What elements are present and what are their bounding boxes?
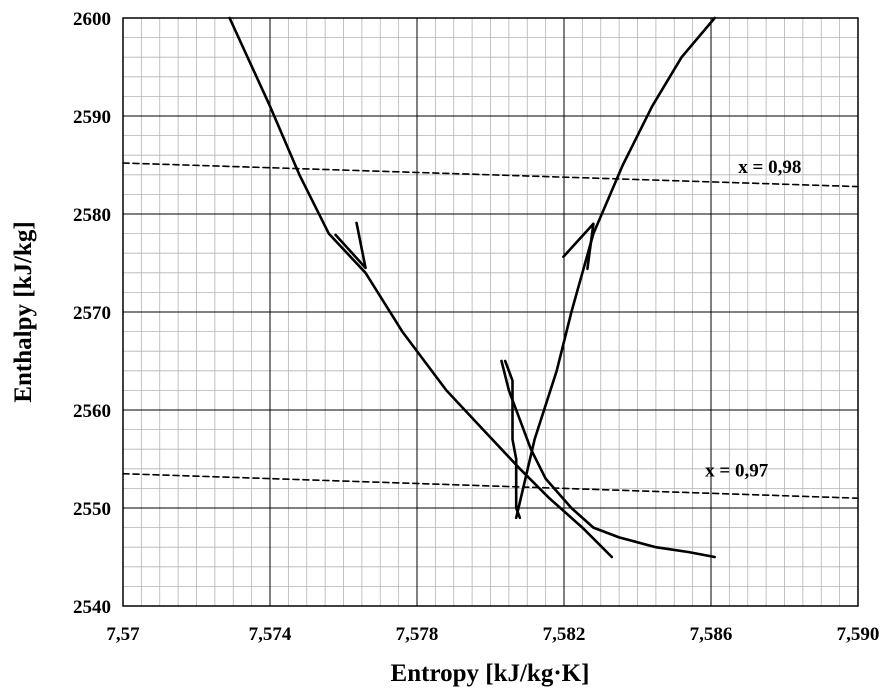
- y-axis-label: Enthalpy [kJ/kg]: [10, 221, 37, 402]
- y-tick-label: 2580: [73, 205, 111, 226]
- series-layer: [122, 16, 859, 559]
- x-tick-labels: 7,57 7,574 7,578 7,582 7,586 7,590: [106, 624, 879, 645]
- x-tick-label: 7,590: [837, 624, 880, 645]
- quality-line-5: [122, 472, 859, 500]
- process-curve-1: [500, 359, 717, 559]
- x-tick-label: 7,574: [249, 624, 292, 645]
- arrow-layer: [334, 221, 595, 271]
- x-tick-label: 7,582: [543, 624, 586, 645]
- quality-annotation: x = 0,97: [705, 461, 769, 482]
- process-curve-2: [503, 359, 522, 520]
- arrow-down: [334, 221, 367, 270]
- x-tick-label: 7,57: [106, 624, 140, 645]
- quality-line-4: [122, 162, 859, 188]
- y-tick-label: 2560: [73, 401, 111, 422]
- y-tick-label: 2590: [73, 107, 111, 128]
- x-tick-label: 7,586: [690, 624, 733, 645]
- y-tick-label: 2600: [73, 9, 111, 30]
- y-tick-label: 2550: [73, 499, 111, 520]
- x-axis-label: Entropy [kJ/kg·K]: [391, 660, 590, 687]
- arrow-up: [562, 222, 595, 271]
- plot-frame: [122, 17, 859, 607]
- quality-annotation: x = 0,98: [738, 157, 801, 178]
- annotation-layer: x = 0,98 x = 0,97: [705, 157, 801, 482]
- x-tick-label: 7,578: [396, 624, 439, 645]
- y-tick-label: 2540: [73, 597, 111, 618]
- y-tick-label: 2570: [73, 303, 111, 324]
- y-tick-labels: 2540 2550 2560 2570 2580 2590 2600: [73, 9, 111, 618]
- process-curve-0: [228, 16, 614, 559]
